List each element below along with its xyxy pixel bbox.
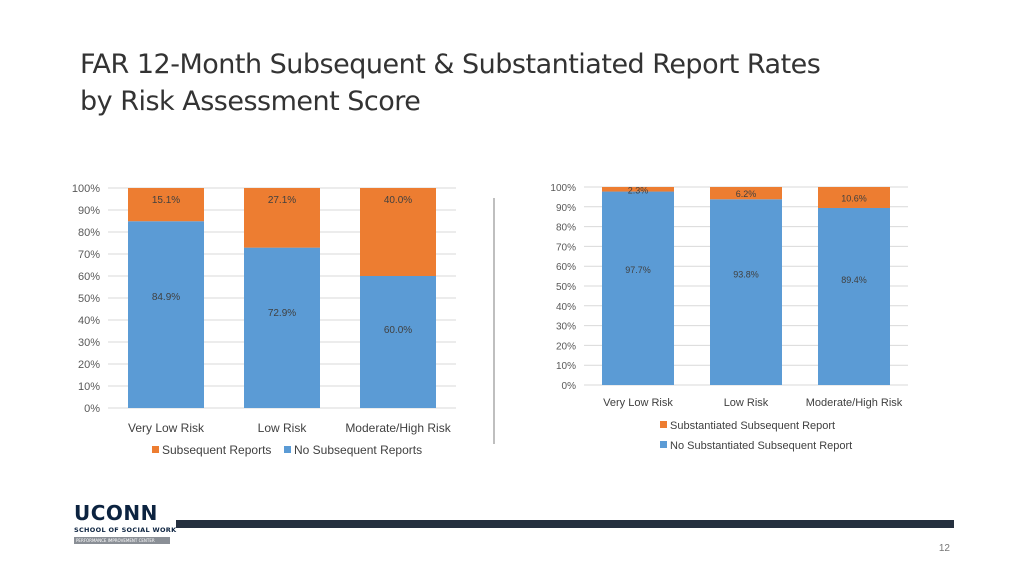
chart-1-bar-segment xyxy=(244,188,320,248)
chart-1-y-tick-label: 30% xyxy=(78,337,100,349)
chart-2-category-label: Low Risk xyxy=(724,397,769,409)
slide-title: FAR 12-Month Subsequent & Substantiated … xyxy=(80,46,960,120)
chart-2-bar-segment xyxy=(818,207,890,385)
chart-2-y-tick-label: 10% xyxy=(556,361,576,372)
chart-2-bar-segment xyxy=(602,187,674,192)
chart-1-y-tick-label: 0% xyxy=(84,403,100,415)
chart-2-legend-swatch xyxy=(660,441,667,448)
chart-2-legend-label: No Substantiated Subsequent Report xyxy=(670,440,852,452)
chart-2-data-label: 2.3% xyxy=(628,185,649,195)
logo-wordmark: UCONN xyxy=(74,501,158,525)
logo-subtitle: SCHOOL OF SOCIAL WORK xyxy=(74,526,177,534)
chart-1-y-tick-label: 100% xyxy=(72,183,100,195)
chart-1-data-label: 27.1% xyxy=(268,195,296,206)
chart-2-y-tick-label: 90% xyxy=(556,203,576,214)
chart-1-y-tick-label: 90% xyxy=(78,205,100,217)
chart-2-y-tick-label: 50% xyxy=(556,282,576,293)
chart-2-y-tick-label: 70% xyxy=(556,242,576,253)
chart-1-category-label: Very Low Risk xyxy=(128,421,205,435)
chart-2-bar-segment xyxy=(710,187,782,200)
chart-2-category-label: Very Low Risk xyxy=(603,397,673,409)
chart-1-y-tick-label: 60% xyxy=(78,271,100,283)
chart-1-y-tick-label: 80% xyxy=(78,227,100,239)
chart-2-y-tick-label: 60% xyxy=(556,262,576,273)
chart-2-data-label: 10.6% xyxy=(841,193,867,203)
chart-2-y-tick-label: 20% xyxy=(556,341,576,352)
chart-2-bar-segment xyxy=(710,199,782,385)
chart-2-y-tick-label: 0% xyxy=(562,381,577,392)
uconn-logo: UCONN SCHOOL OF SOCIAL WORK PERFORMANCE … xyxy=(74,501,177,544)
chart-1-y-tick-label: 10% xyxy=(78,381,100,393)
chart-1-bar-segment xyxy=(360,276,436,408)
slide-title-line-2: by Risk Assessment Score xyxy=(80,86,421,117)
slide-number: 12 xyxy=(938,543,950,554)
chart-2-legend-swatch xyxy=(660,421,667,428)
chart-1-legend-swatch xyxy=(152,446,159,453)
chart-1-data-label: 72.9% xyxy=(268,308,296,319)
chart-2-category-label: Moderate/High Risk xyxy=(806,397,903,409)
chart-1-data-label: 60.0% xyxy=(384,325,412,336)
chart-1-category-label: Low Risk xyxy=(258,421,308,435)
chart-1-y-tick-label: 20% xyxy=(78,359,100,371)
chart-2-y-tick-label: 80% xyxy=(556,223,576,234)
chart-2-y-tick-label: 40% xyxy=(556,302,576,313)
chart-2-data-label: 93.8% xyxy=(733,270,759,280)
chart-2-data-label: 6.2% xyxy=(736,189,757,199)
chart-1-bar-segment xyxy=(128,221,204,408)
chart-2-bar-segment xyxy=(602,191,674,385)
footer-bar xyxy=(176,520,954,528)
chart-2-data-label: 89.4% xyxy=(841,275,867,285)
chart-1-bar-segment xyxy=(360,188,436,276)
logo-tagline: PERFORMANCE IMPROVEMENT CENTER xyxy=(74,537,170,544)
chart-1-legend-label: Subsequent Reports xyxy=(162,443,271,457)
slide-title-line-1: FAR 12-Month Subsequent & Substantiated … xyxy=(80,49,821,80)
chart-2-bar-segment xyxy=(818,187,890,208)
chart-1-data-label: 84.9% xyxy=(152,292,180,303)
chart-1-data-label: 15.1% xyxy=(152,195,180,206)
chart-2-y-tick-label: 30% xyxy=(556,322,576,333)
chart-1-legend-swatch xyxy=(284,446,291,453)
chart-1-y-tick-label: 50% xyxy=(78,293,100,305)
chart-1-bar-segment xyxy=(128,188,204,222)
chart-2-data-label: 97.7% xyxy=(625,265,651,275)
chart-2-y-tick-label: 100% xyxy=(550,183,576,194)
chart-1-legend-label: No Subsequent Reports xyxy=(294,443,422,457)
chart-1-category-label: Moderate/High Risk xyxy=(345,421,451,435)
chart-2-legend-label: Substantiated Subsequent Report xyxy=(670,420,835,432)
chart-1-data-label: 40.0% xyxy=(384,195,412,206)
chart-1-bar-segment xyxy=(244,247,320,408)
chart-1-y-tick-label: 40% xyxy=(78,315,100,327)
chart-1-y-tick-label: 70% xyxy=(78,249,100,261)
